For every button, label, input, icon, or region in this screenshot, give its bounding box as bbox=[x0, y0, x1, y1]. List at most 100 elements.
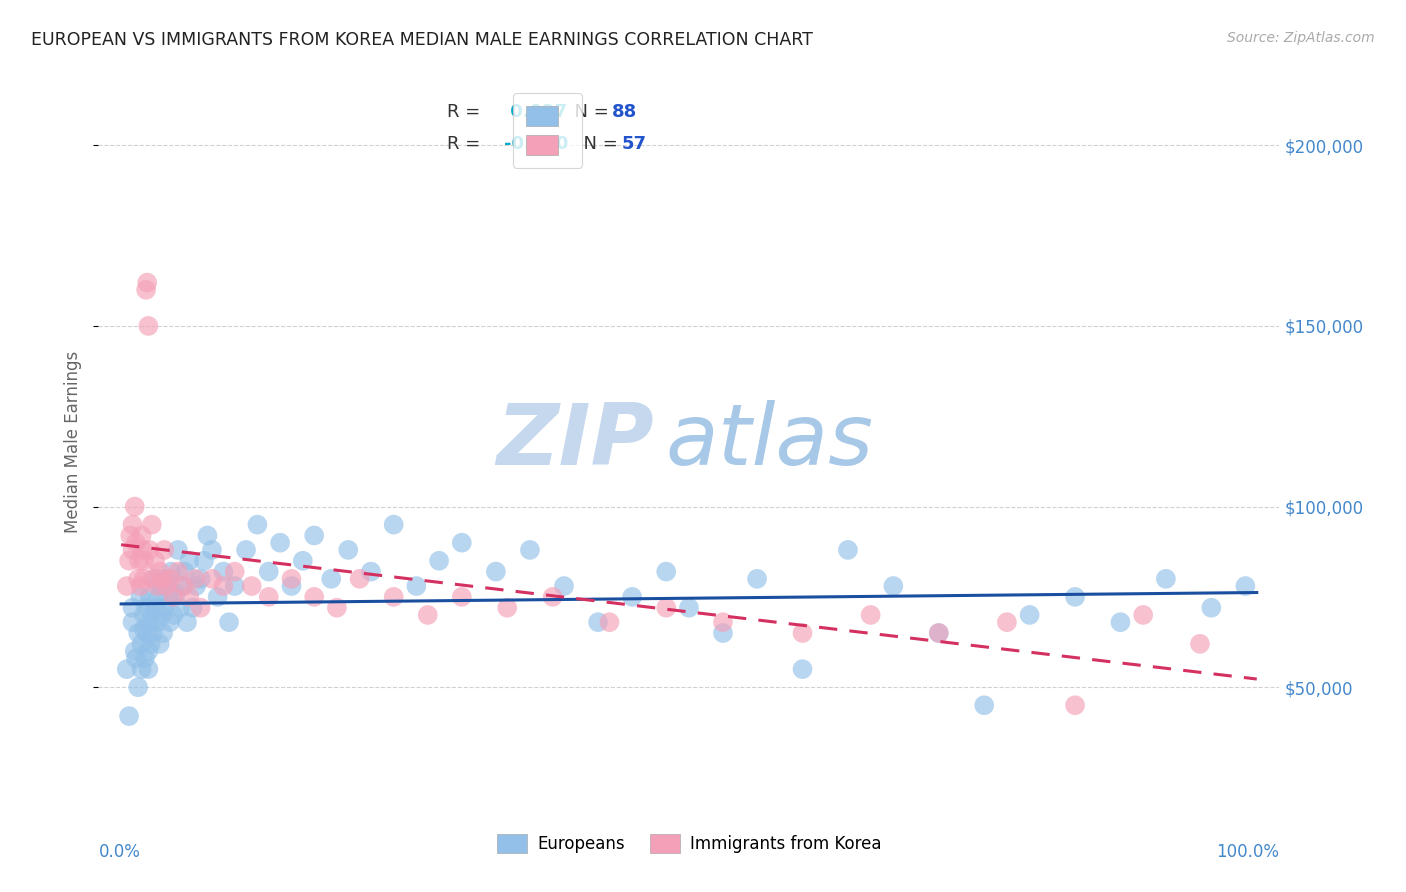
Point bbox=[349, 572, 371, 586]
Point bbox=[132, 542, 155, 557]
Point bbox=[150, 572, 173, 586]
Point bbox=[136, 276, 159, 290]
Point bbox=[149, 579, 172, 593]
Point bbox=[143, 554, 166, 568]
Text: R =: R = bbox=[447, 135, 486, 153]
Point bbox=[207, 590, 229, 604]
Point bbox=[405, 579, 427, 593]
Point bbox=[121, 542, 143, 557]
Point bbox=[118, 554, 141, 568]
Point bbox=[792, 662, 814, 676]
Point bbox=[141, 607, 163, 622]
Point bbox=[337, 542, 360, 557]
Point bbox=[125, 651, 148, 665]
Point bbox=[132, 572, 155, 586]
Point bbox=[586, 615, 609, 630]
Text: ZIP: ZIP bbox=[496, 400, 654, 483]
Point bbox=[280, 579, 302, 593]
Point bbox=[928, 626, 950, 640]
Point bbox=[167, 565, 190, 579]
Point bbox=[135, 600, 157, 615]
Point bbox=[131, 528, 153, 542]
Point bbox=[326, 600, 349, 615]
Point bbox=[127, 626, 149, 640]
Point bbox=[792, 626, 814, 640]
Point bbox=[136, 626, 159, 640]
Point bbox=[1018, 607, 1040, 622]
Point bbox=[169, 600, 191, 615]
Y-axis label: Median Male Earnings: Median Male Earnings bbox=[65, 351, 83, 533]
Point bbox=[519, 542, 541, 557]
Point bbox=[621, 590, 644, 604]
Point bbox=[135, 283, 157, 297]
Point bbox=[167, 542, 190, 557]
Point bbox=[1234, 579, 1257, 593]
Point bbox=[416, 607, 439, 622]
Point bbox=[240, 579, 263, 593]
Point bbox=[155, 579, 177, 593]
Point bbox=[711, 626, 734, 640]
Point bbox=[190, 572, 212, 586]
Point bbox=[162, 607, 184, 622]
Point bbox=[302, 528, 325, 542]
Point bbox=[193, 554, 215, 568]
Point bbox=[142, 626, 165, 640]
Point bbox=[928, 626, 950, 640]
Point bbox=[321, 572, 343, 586]
Point bbox=[655, 565, 678, 579]
Point bbox=[837, 542, 859, 557]
Point bbox=[138, 318, 160, 333]
Text: N =: N = bbox=[562, 103, 614, 121]
Point bbox=[165, 586, 187, 600]
Point bbox=[149, 565, 172, 579]
Point bbox=[197, 528, 219, 542]
Point bbox=[485, 565, 508, 579]
Point bbox=[118, 709, 141, 723]
Point bbox=[1064, 698, 1087, 713]
Point bbox=[280, 572, 302, 586]
Point bbox=[121, 615, 143, 630]
Point bbox=[138, 615, 160, 630]
Point bbox=[212, 565, 235, 579]
Text: EUROPEAN VS IMMIGRANTS FROM KOREA MEDIAN MALE EARNINGS CORRELATION CHART: EUROPEAN VS IMMIGRANTS FROM KOREA MEDIAN… bbox=[31, 31, 813, 49]
Text: atlas: atlas bbox=[665, 400, 873, 483]
Point bbox=[143, 572, 166, 586]
Point bbox=[148, 590, 170, 604]
Text: -0.070: -0.070 bbox=[503, 135, 568, 153]
Point bbox=[859, 607, 882, 622]
Point bbox=[127, 572, 149, 586]
Point bbox=[131, 637, 153, 651]
Point bbox=[159, 615, 181, 630]
Point bbox=[173, 579, 195, 593]
Point bbox=[145, 600, 167, 615]
Point bbox=[553, 579, 575, 593]
Point bbox=[973, 698, 995, 713]
Point bbox=[121, 600, 143, 615]
Point bbox=[201, 542, 224, 557]
Point bbox=[1064, 590, 1087, 604]
Point bbox=[201, 572, 224, 586]
Point bbox=[257, 590, 280, 604]
Point bbox=[128, 554, 150, 568]
Text: Source: ZipAtlas.com: Source: ZipAtlas.com bbox=[1227, 31, 1375, 45]
Point bbox=[382, 590, 405, 604]
Point bbox=[124, 500, 146, 514]
Point bbox=[115, 662, 138, 676]
Point bbox=[190, 600, 212, 615]
Point bbox=[172, 579, 194, 593]
Point bbox=[655, 600, 678, 615]
Point bbox=[1154, 572, 1177, 586]
Point bbox=[496, 600, 519, 615]
Point bbox=[129, 579, 152, 593]
Point bbox=[132, 607, 155, 622]
Point bbox=[115, 579, 138, 593]
Point bbox=[427, 554, 450, 568]
Point bbox=[159, 572, 181, 586]
Point bbox=[1132, 607, 1154, 622]
Point bbox=[120, 528, 142, 542]
Text: 100.0%: 100.0% bbox=[1216, 843, 1279, 861]
Point bbox=[160, 565, 183, 579]
Point bbox=[995, 615, 1018, 630]
Point bbox=[711, 615, 734, 630]
Point bbox=[134, 651, 156, 665]
